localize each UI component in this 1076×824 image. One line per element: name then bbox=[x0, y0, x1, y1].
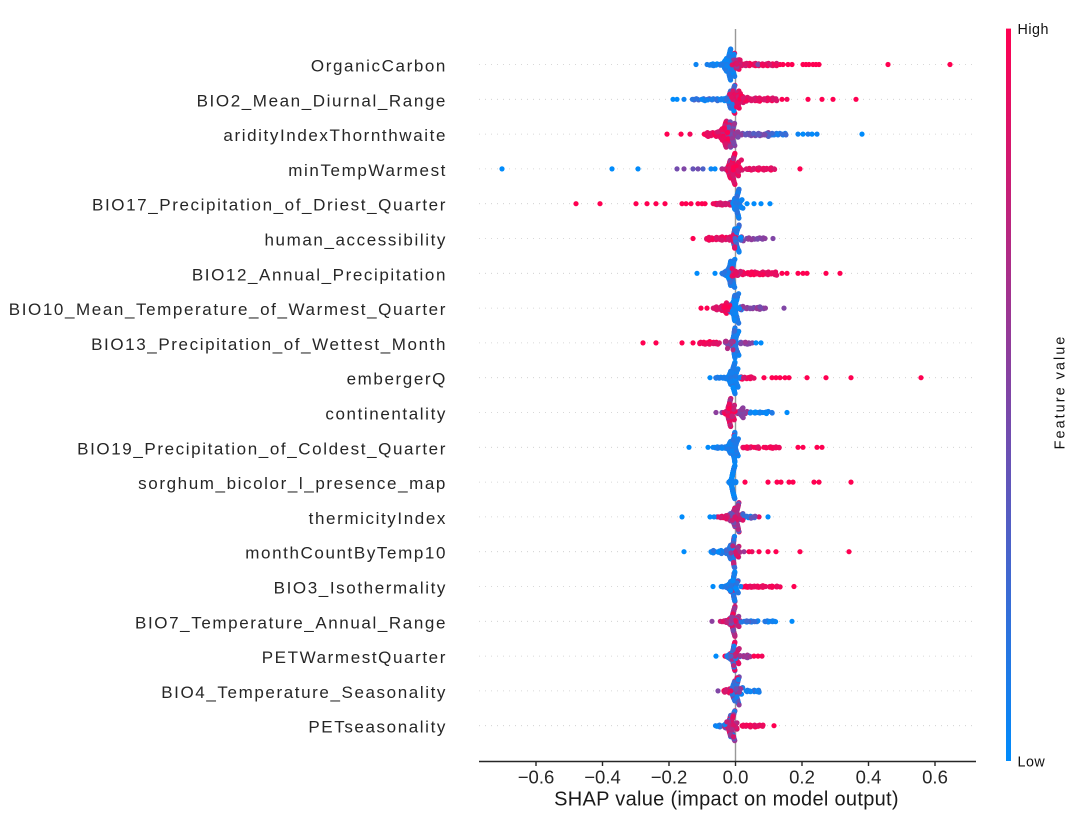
svg-text:0.6: 0.6 bbox=[922, 767, 948, 788]
svg-text:BIO3_Isothermality: BIO3_Isothermality bbox=[274, 579, 447, 598]
svg-text:embergerQ: embergerQ bbox=[347, 370, 447, 389]
svg-text:OrganicCarbon: OrganicCarbon bbox=[311, 57, 447, 76]
svg-text:BIO10_Mean_Temperature_of_Warm: BIO10_Mean_Temperature_of_Warmest_Quarte… bbox=[9, 300, 447, 319]
svg-text:0.4: 0.4 bbox=[856, 767, 882, 788]
svg-text:BIO17_Precipitation_of_Driest_: BIO17_Precipitation_of_Driest_Quarter bbox=[92, 196, 447, 215]
svg-text:human_accessibility: human_accessibility bbox=[264, 231, 447, 250]
svg-text:SHAP value (impact on model ou: SHAP value (impact on model output) bbox=[554, 789, 899, 811]
svg-text:sorghum_bicolor_l_presence_map: sorghum_bicolor_l_presence_map bbox=[138, 474, 447, 493]
svg-text:0.2: 0.2 bbox=[789, 767, 815, 788]
svg-text:BIO2_Mean_Diurnal_Range: BIO2_Mean_Diurnal_Range bbox=[197, 91, 447, 110]
svg-text:BIO19_Precipitation_of_Coldest: BIO19_Precipitation_of_Coldest_Quarter bbox=[77, 439, 447, 458]
svg-text:BIO4_Temperature_Seasonality: BIO4_Temperature_Seasonality bbox=[161, 683, 447, 702]
svg-text:Low: Low bbox=[1018, 755, 1046, 771]
svg-text:aridityIndexThornthwaite: aridityIndexThornthwaite bbox=[223, 126, 447, 145]
svg-text:PETseasonality: PETseasonality bbox=[308, 718, 447, 737]
svg-text:−0.4: −0.4 bbox=[584, 767, 621, 788]
svg-text:BIO13_Precipitation_of_Wettest: BIO13_Precipitation_of_Wettest_Month bbox=[91, 335, 447, 354]
svg-text:thermicityIndex: thermicityIndex bbox=[309, 509, 447, 528]
svg-text:−0.6: −0.6 bbox=[518, 767, 555, 788]
svg-text:−0.2: −0.2 bbox=[651, 767, 688, 788]
svg-text:High: High bbox=[1018, 22, 1049, 38]
svg-text:0.0: 0.0 bbox=[723, 767, 749, 788]
svg-text:continentality: continentality bbox=[325, 405, 447, 424]
svg-text:PETWarmestQuarter: PETWarmestQuarter bbox=[262, 648, 447, 667]
svg-text:monthCountByTemp10: monthCountByTemp10 bbox=[245, 544, 447, 563]
svg-text:BIO7_Temperature_Annual_Range: BIO7_Temperature_Annual_Range bbox=[135, 613, 447, 632]
svg-text:Feature value: Feature value bbox=[1053, 335, 1069, 450]
svg-text:minTempWarmest: minTempWarmest bbox=[288, 161, 447, 180]
svg-text:BIO12_Annual_Precipitation: BIO12_Annual_Precipitation bbox=[192, 265, 447, 284]
